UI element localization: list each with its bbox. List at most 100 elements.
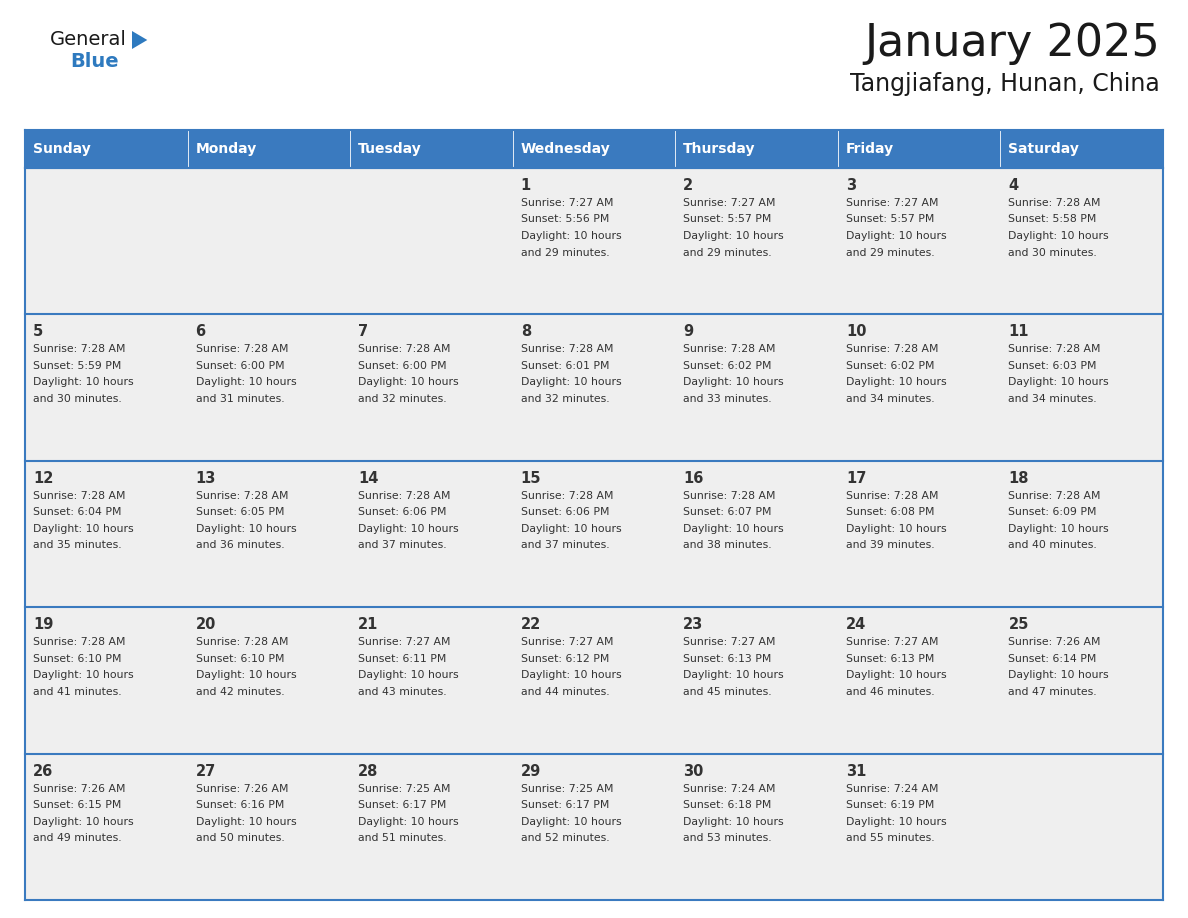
Text: Sunset: 6:17 PM: Sunset: 6:17 PM [358, 800, 447, 810]
Text: and 35 minutes.: and 35 minutes. [33, 541, 121, 550]
Text: Sunset: 6:00 PM: Sunset: 6:00 PM [196, 361, 284, 371]
Text: 13: 13 [196, 471, 216, 486]
Bar [350, 314, 513, 461]
Text: Sunset: 6:11 PM: Sunset: 6:11 PM [358, 654, 447, 664]
Text: Sunset: 6:01 PM: Sunset: 6:01 PM [520, 361, 609, 371]
Text: Daylight: 10 hours: Daylight: 10 hours [358, 817, 459, 826]
Text: Sunset: 5:56 PM: Sunset: 5:56 PM [520, 215, 609, 225]
Bar [350, 461, 513, 607]
Text: Sunrise: 7:28 AM: Sunrise: 7:28 AM [196, 637, 287, 647]
Bar [188, 168, 350, 314]
Text: Daylight: 10 hours: Daylight: 10 hours [358, 524, 459, 533]
Text: 11: 11 [1009, 324, 1029, 340]
Text: Daylight: 10 hours: Daylight: 10 hours [1009, 670, 1110, 680]
Text: Daylight: 10 hours: Daylight: 10 hours [846, 524, 947, 533]
Text: Wednesday: Wednesday [520, 142, 611, 156]
Bar [25, 130, 188, 168]
Text: Daylight: 10 hours: Daylight: 10 hours [846, 817, 947, 826]
Text: Sunday: Sunday [33, 142, 90, 156]
Text: Sunrise: 7:28 AM: Sunrise: 7:28 AM [1009, 198, 1101, 208]
Text: Sunrise: 7:28 AM: Sunrise: 7:28 AM [33, 637, 126, 647]
Text: 27: 27 [196, 764, 216, 778]
Bar [513, 754, 675, 900]
Text: 28: 28 [358, 764, 379, 778]
Text: 14: 14 [358, 471, 379, 486]
Text: Sunrise: 7:26 AM: Sunrise: 7:26 AM [33, 784, 126, 793]
Text: Tuesday: Tuesday [358, 142, 422, 156]
Text: 4: 4 [1009, 178, 1018, 193]
Text: Monday: Monday [196, 142, 257, 156]
Text: Saturday: Saturday [1009, 142, 1080, 156]
Bar [675, 130, 838, 168]
Text: and 45 minutes.: and 45 minutes. [683, 687, 772, 697]
Text: and 34 minutes.: and 34 minutes. [846, 394, 935, 404]
Bar [513, 607, 675, 754]
Text: Thursday: Thursday [683, 142, 756, 156]
Text: 25: 25 [1009, 617, 1029, 633]
Bar [188, 754, 350, 900]
Bar [188, 314, 350, 461]
Text: 22: 22 [520, 617, 541, 633]
Text: Daylight: 10 hours: Daylight: 10 hours [683, 524, 784, 533]
Text: Sunset: 6:10 PM: Sunset: 6:10 PM [33, 654, 121, 664]
Bar [350, 168, 513, 314]
Text: Sunset: 6:06 PM: Sunset: 6:06 PM [358, 508, 447, 518]
Text: and 29 minutes.: and 29 minutes. [846, 248, 935, 258]
Text: Sunset: 6:10 PM: Sunset: 6:10 PM [196, 654, 284, 664]
Text: and 32 minutes.: and 32 minutes. [358, 394, 447, 404]
Text: Sunrise: 7:28 AM: Sunrise: 7:28 AM [33, 344, 126, 354]
Text: Daylight: 10 hours: Daylight: 10 hours [520, 377, 621, 387]
Text: 16: 16 [683, 471, 703, 486]
Text: 23: 23 [683, 617, 703, 633]
Text: Sunset: 6:19 PM: Sunset: 6:19 PM [846, 800, 934, 810]
Text: 10: 10 [846, 324, 866, 340]
Bar [1000, 607, 1163, 754]
Text: 7: 7 [358, 324, 368, 340]
Text: and 29 minutes.: and 29 minutes. [520, 248, 609, 258]
Text: and 55 minutes.: and 55 minutes. [846, 834, 935, 843]
Bar [838, 461, 1000, 607]
Text: 29: 29 [520, 764, 541, 778]
Text: and 49 minutes.: and 49 minutes. [33, 834, 121, 843]
Text: Daylight: 10 hours: Daylight: 10 hours [196, 670, 296, 680]
Text: 2: 2 [683, 178, 694, 193]
Text: 20: 20 [196, 617, 216, 633]
Bar [25, 168, 188, 314]
Text: and 43 minutes.: and 43 minutes. [358, 687, 447, 697]
Text: Daylight: 10 hours: Daylight: 10 hours [196, 377, 296, 387]
Text: Sunset: 6:13 PM: Sunset: 6:13 PM [846, 654, 934, 664]
Text: Sunset: 6:05 PM: Sunset: 6:05 PM [196, 508, 284, 518]
Text: 1: 1 [520, 178, 531, 193]
Text: Sunrise: 7:27 AM: Sunrise: 7:27 AM [520, 637, 613, 647]
Text: Sunrise: 7:28 AM: Sunrise: 7:28 AM [358, 344, 450, 354]
Text: General: General [50, 30, 127, 49]
Text: Sunset: 6:02 PM: Sunset: 6:02 PM [683, 361, 772, 371]
Bar [513, 130, 675, 168]
Text: Sunrise: 7:28 AM: Sunrise: 7:28 AM [33, 491, 126, 501]
Text: Sunrise: 7:26 AM: Sunrise: 7:26 AM [196, 784, 287, 793]
Text: Daylight: 10 hours: Daylight: 10 hours [358, 670, 459, 680]
Text: Sunset: 6:13 PM: Sunset: 6:13 PM [683, 654, 772, 664]
Text: Sunrise: 7:25 AM: Sunrise: 7:25 AM [520, 784, 613, 793]
Bar [1000, 130, 1163, 168]
Text: Sunrise: 7:27 AM: Sunrise: 7:27 AM [683, 637, 776, 647]
Text: Sunrise: 7:28 AM: Sunrise: 7:28 AM [520, 491, 613, 501]
Bar [513, 168, 675, 314]
Text: and 47 minutes.: and 47 minutes. [1009, 687, 1097, 697]
Text: Tangjiafang, Hunan, China: Tangjiafang, Hunan, China [851, 72, 1159, 96]
Text: Sunset: 6:07 PM: Sunset: 6:07 PM [683, 508, 772, 518]
Text: Daylight: 10 hours: Daylight: 10 hours [1009, 377, 1110, 387]
Text: Sunset: 6:16 PM: Sunset: 6:16 PM [196, 800, 284, 810]
Bar [675, 168, 838, 314]
Text: 21: 21 [358, 617, 379, 633]
Text: and 40 minutes.: and 40 minutes. [1009, 541, 1098, 550]
Bar [1000, 754, 1163, 900]
Text: 30: 30 [683, 764, 703, 778]
Text: and 30 minutes.: and 30 minutes. [1009, 248, 1098, 258]
Bar [838, 607, 1000, 754]
Text: Daylight: 10 hours: Daylight: 10 hours [683, 670, 784, 680]
Text: Daylight: 10 hours: Daylight: 10 hours [683, 817, 784, 826]
Bar [675, 754, 838, 900]
Text: Sunrise: 7:28 AM: Sunrise: 7:28 AM [358, 491, 450, 501]
Text: and 29 minutes.: and 29 minutes. [683, 248, 772, 258]
